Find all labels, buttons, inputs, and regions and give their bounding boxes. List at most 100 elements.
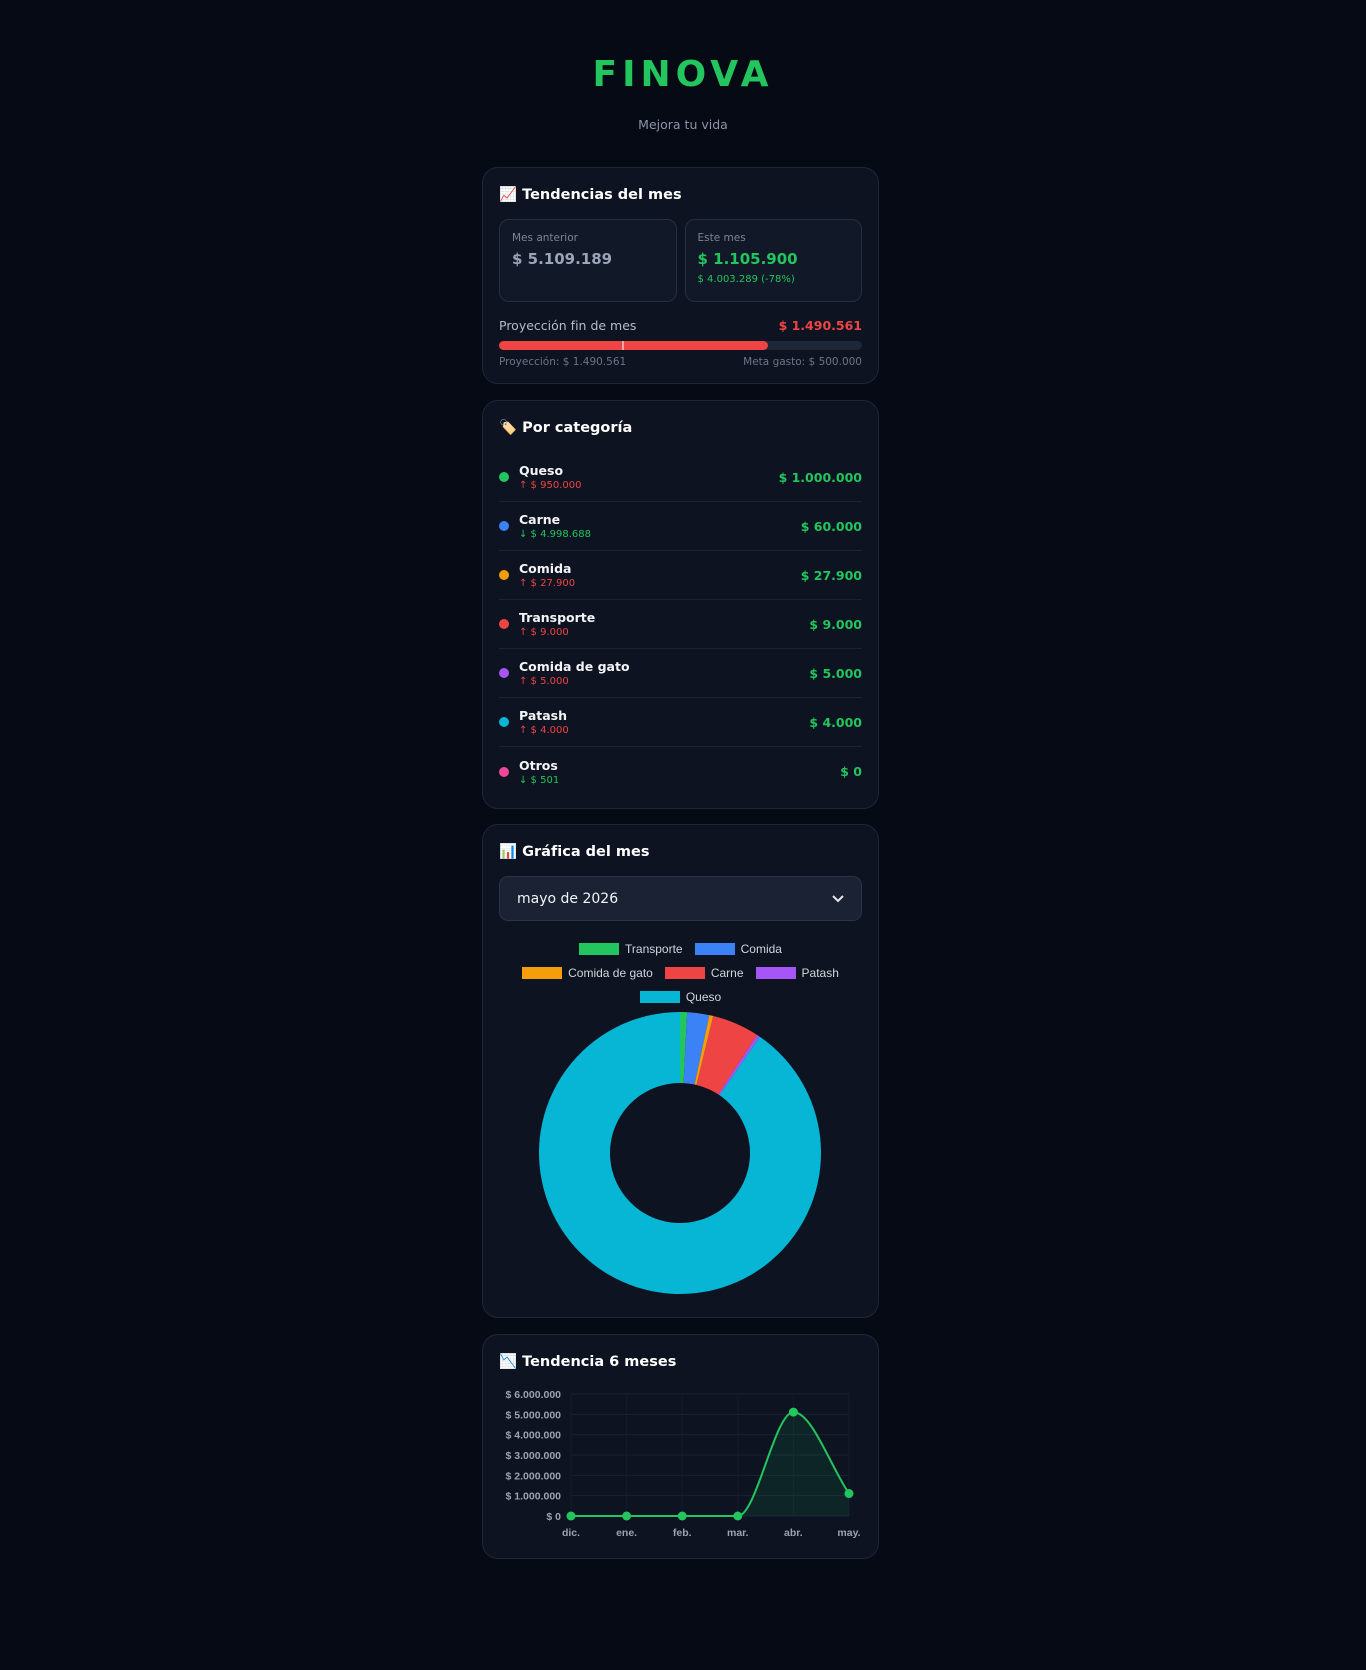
legend-item: Comida de gato (522, 961, 653, 985)
chart-card: 📊 Gráfica del mes mayo de 2026 Transport… (482, 824, 879, 1318)
line-point (622, 1511, 632, 1521)
box-amount: $ 1.105.900 (697, 250, 798, 268)
category-change: ↓ $ 4.998.688 (519, 529, 591, 540)
projection-amount: $ 1.490.561 (778, 318, 862, 333)
y-tick-label: $ 4.000.000 (506, 1430, 562, 1442)
category-change: ↑ $ 9.000 (519, 627, 569, 638)
category-amount: $ 4.000 (809, 714, 862, 730)
month-boxes: Mes anterior $ 5.109.189 Este mes $ 1.10… (499, 219, 862, 302)
projection-footer: Proyección: $ 1.490.561 Meta gasto: $ 50… (499, 356, 862, 368)
y-tick-label: $ 1.000.000 (506, 1491, 562, 1503)
category-card: 🏷️ Por categoría Queso ↑ $ 950.000 $ 1.000… (482, 400, 879, 809)
category-row: Queso ↑ $ 950.000 $ 1.000.000 (499, 453, 862, 502)
select-value: mayo de 2026 (517, 890, 619, 907)
category-text: Comida de gato ↑ $ 5.000 (519, 659, 630, 687)
category-name: Carne (519, 512, 561, 527)
y-tick-label: $ 6.000.000 (506, 1389, 562, 1401)
doughnut-slice (680, 1012, 688, 1084)
projection-bar (499, 341, 862, 350)
category-amount: $ 27.900 (800, 567, 862, 583)
card-title: 📉 Tendencia 6 meses (499, 1354, 677, 1370)
y-tick-label: $ 3.000.000 (506, 1450, 562, 1462)
category-name: Queso (519, 463, 564, 478)
line-point (788, 1407, 798, 1417)
line-area (571, 1412, 849, 1516)
doughnut-chart (539, 1012, 821, 1294)
box-label: Este mes (697, 232, 746, 244)
box-amount: $ 5.109.189 (512, 250, 613, 268)
category-text: Carne ↓ $ 4.998.688 (519, 512, 591, 540)
legend-swatch (639, 991, 680, 1003)
legend-item: Transporte (579, 937, 683, 961)
trend-card: 📉 Tendencia 6 meses $ 0 $ 1.000.000 $ 2.00… (482, 1334, 879, 1559)
legend-label: Carne (710, 966, 744, 980)
brand-title: FINOVA (592, 54, 774, 95)
legend-swatch (579, 943, 620, 955)
x-tick-label: mar. (727, 1527, 749, 1539)
legend-swatch (755, 967, 796, 979)
projection-label: Proyección fin de mes (499, 318, 637, 333)
legend-swatch (694, 943, 735, 955)
previous-box: Mes anterior $ 5.109.189 (499, 219, 677, 302)
projection-row: Proyección fin de mes $ 1.490.561 (499, 317, 862, 335)
category-name: Comida (519, 561, 572, 576)
line-point (566, 1511, 576, 1521)
line-point (844, 1489, 854, 1499)
category-amount: $ 60.000 (800, 518, 862, 534)
category-change: ↓ $ 501 (519, 774, 560, 786)
current-box: Este mes $ 1.105.900 $ 4.003.289 (-78%) (684, 219, 862, 302)
legend-swatch (664, 967, 705, 979)
category-dot (499, 472, 509, 482)
y-tick-label: $ 2.000.000 (506, 1470, 562, 1482)
category-amount: $ 9.000 (809, 616, 862, 632)
category-text: Queso ↑ $ 950.000 (519, 463, 581, 491)
month-select[interactable]: mayo de 2026 (499, 876, 862, 921)
y-tick-label: $ 5.000.000 (506, 1409, 562, 1421)
box-change: $ 4.003.289 (-78%) (697, 274, 795, 285)
y-tick-label: $ 0 (546, 1511, 561, 1523)
category-text: Transporte ↑ $ 9.000 (519, 610, 595, 638)
category-text: Patash ↑ $ 4.000 (519, 708, 569, 736)
goal-marker (622, 341, 625, 350)
x-tick-label: abr. (784, 1527, 803, 1539)
category-change: ↑ $ 950.000 (519, 480, 582, 491)
category-row: Comida de gato ↑ $ 5.000 $ 5.000 (499, 649, 862, 698)
legend-label: Comida (740, 942, 782, 956)
trends-card: 📈 Tendencias del mes Mes anterior $ 5.10… (482, 167, 879, 384)
doughnut-slice (683, 1012, 710, 1085)
x-tick-label: feb. (673, 1527, 692, 1539)
card-title: 📊 Gráfica del mes (499, 844, 650, 860)
category-list: Queso ↑ $ 950.000 $ 1.000.000 Carne ↓ $ 4.99… (499, 453, 862, 796)
category-amount: $ 0 (840, 764, 862, 779)
category-dot (499, 766, 509, 777)
goal-note: Meta gasto: $ 500.000 (743, 356, 862, 368)
legend-item: Comida (694, 937, 782, 961)
line-point (733, 1511, 743, 1521)
legend-swatch (522, 967, 563, 979)
x-tick-label: may. (837, 1527, 860, 1539)
legend-item: Queso (639, 985, 721, 1009)
category-text: Comida ↑ $ 27.900 (519, 561, 575, 589)
chevron (832, 894, 844, 902)
box-label: Mes anterior (512, 232, 578, 244)
category-change: ↑ $ 5.000 (519, 676, 569, 687)
category-name: Transporte (519, 610, 596, 625)
doughnut-slice (539, 1012, 821, 1294)
category-row: Carne ↓ $ 4.998.688 $ 60.000 (499, 502, 862, 551)
x-tick-label: dic. (562, 1527, 580, 1539)
category-name: Comida de gato (519, 659, 630, 674)
category-change: ↑ $ 4.000 (519, 725, 569, 736)
legend-label: Transporte (625, 942, 683, 956)
category-dot (499, 717, 509, 727)
category-row: Transporte ↑ $ 9.000 $ 9.000 (499, 600, 862, 649)
x-tick-label: ene. (616, 1527, 637, 1539)
category-amount: $ 1.000.000 (778, 469, 862, 485)
category-dot (499, 521, 509, 531)
category-row: Otros ↓ $ 501 $ 0 (499, 747, 862, 796)
category-dot (499, 570, 509, 580)
doughnut-slice (694, 1015, 714, 1085)
legend-item: Carne (664, 961, 744, 985)
category-row: Patash ↑ $ 4.000 $ 4.000 (499, 698, 862, 747)
category-change: ↑ $ 27.900 (519, 578, 576, 589)
legend-item: Patash (755, 961, 839, 985)
